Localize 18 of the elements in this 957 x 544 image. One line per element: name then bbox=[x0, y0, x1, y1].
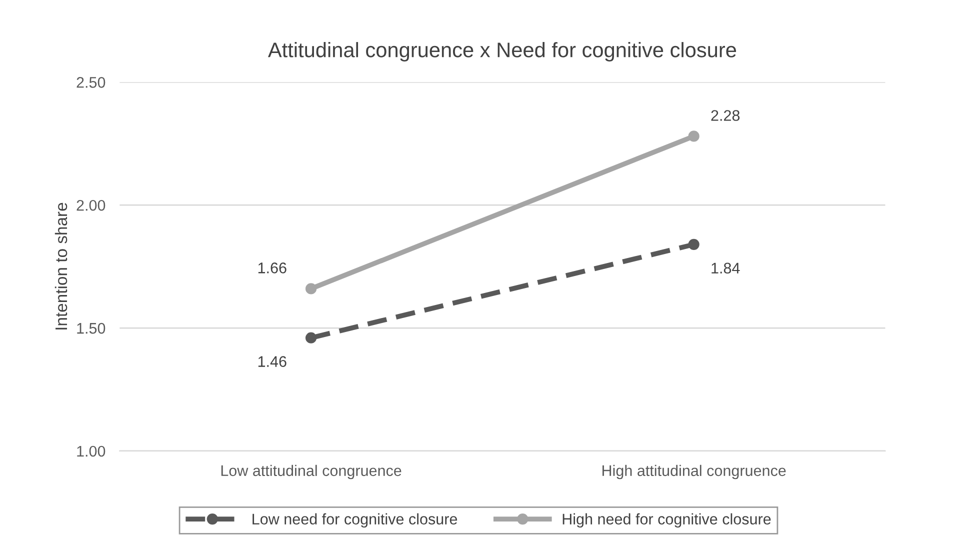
y-tick-label: 2.50 bbox=[76, 77, 106, 88]
y-tick-label: 1.50 bbox=[77, 322, 106, 334]
chart-title: Attitudinal congruence x Need for cognitive closure bbox=[268, 42, 736, 62]
y-axis-title: Intention to share bbox=[54, 202, 68, 330]
point bbox=[305, 332, 317, 344]
data-label: 1.46 bbox=[258, 356, 286, 367]
legend-label: High need for cognitive closure bbox=[562, 513, 771, 528]
point bbox=[305, 283, 317, 294]
point bbox=[688, 130, 700, 142]
x-tick-label: Low attitudinal congruence bbox=[221, 464, 402, 480]
data-label: 1.84 bbox=[712, 262, 740, 274]
data-label: 1.66 bbox=[258, 262, 286, 274]
y-tick-label: 1.00 bbox=[77, 446, 106, 457]
x-tick-label: High attitudinal congruence bbox=[602, 464, 786, 480]
point bbox=[688, 238, 700, 250]
data-label: 2.28 bbox=[711, 110, 740, 121]
y-tick-label: 2.00 bbox=[76, 200, 106, 211]
legend-label: Low need for cognitive closure bbox=[252, 513, 458, 528]
